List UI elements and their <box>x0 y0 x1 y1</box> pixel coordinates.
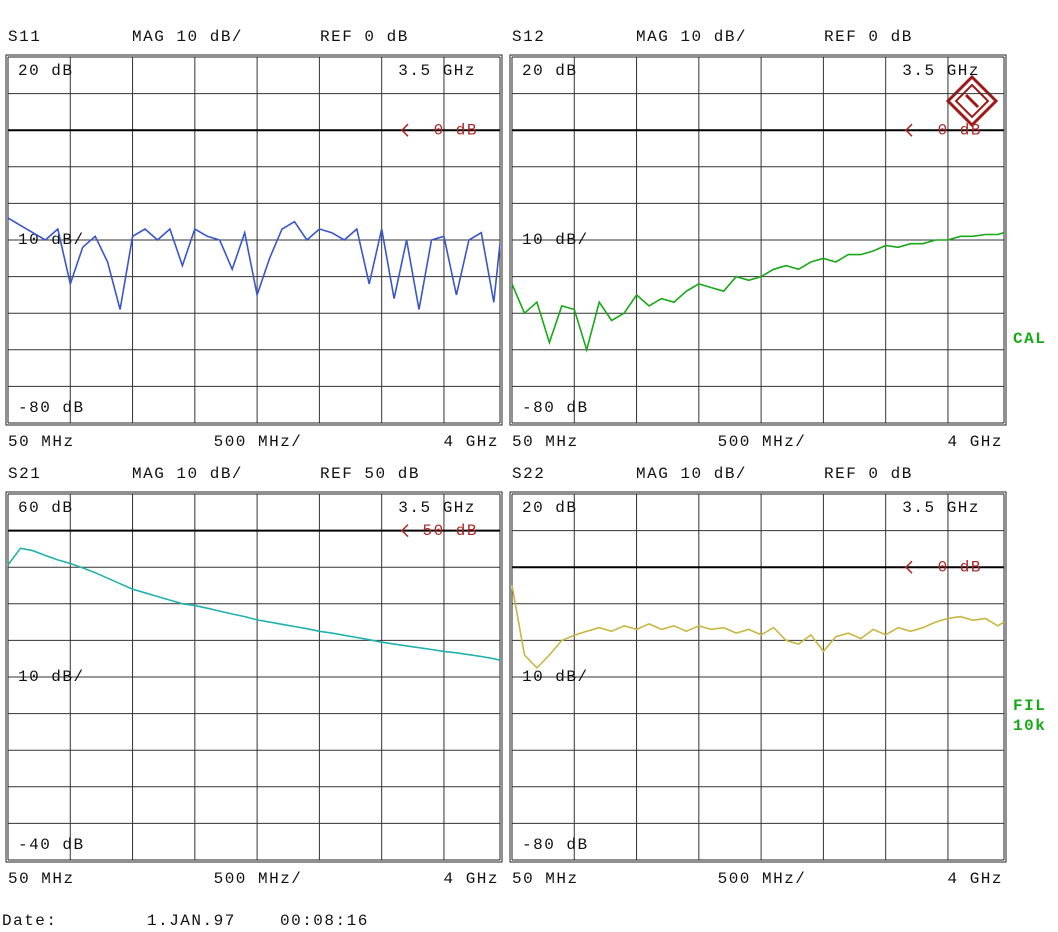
x-tick-label: 4 GHz <box>443 433 499 451</box>
rs-logo <box>945 74 999 128</box>
y-tick-label: -40 dB <box>18 836 85 854</box>
x-division-label: 500 MHz/ <box>718 870 807 888</box>
ref-label: REF 0 dB <box>824 28 913 46</box>
date-label: Date: <box>2 912 58 930</box>
y-tick-label: -80 dB <box>18 399 85 417</box>
scale-label: 10 dB/ <box>18 668 85 686</box>
scale-label: 10 dB/ <box>522 668 589 686</box>
x-tick-label: 4 GHz <box>947 870 1003 888</box>
trace <box>511 231 1005 353</box>
x-tick-label: 50 MHz <box>8 433 75 451</box>
x-tick-label: 50 MHz <box>512 870 579 888</box>
date: 1.JAN.97 <box>147 912 236 930</box>
trace-name: S11 <box>8 28 41 46</box>
ref-marker: 0 dB <box>938 121 982 139</box>
side-label: CAL <box>1013 330 1046 348</box>
x-tick-label: 50 MHz <box>512 433 579 451</box>
trace <box>7 547 501 661</box>
marker-label: 3.5 GHz <box>902 499 980 517</box>
ref-arrow <box>400 123 409 137</box>
ref-label: REF 0 dB <box>824 465 913 483</box>
format-label: MAG 10 dB/ <box>132 465 243 483</box>
trace <box>7 217 501 310</box>
ref-marker: 0 dB <box>938 558 982 576</box>
scale-label: 10 dB/ <box>522 231 589 249</box>
panel: S22 MAG 10 dB/REF 0 dB 0 dB 20 dB -80 dB 50 M… <box>509 465 1007 888</box>
ref-label: REF 0 dB <box>320 28 409 46</box>
x-tick-label: 50 MHz <box>8 870 75 888</box>
y-tick-label: 60 dB <box>18 499 74 517</box>
trace <box>511 585 1005 670</box>
marker-label: 3.5 GHz <box>902 62 980 80</box>
side-label: 10k <box>1013 717 1046 735</box>
x-division-label: 500 MHz/ <box>718 433 807 451</box>
ref-arrow <box>904 560 913 574</box>
marker-label: 3.5 GHz <box>398 499 476 517</box>
y-tick-label: -80 dB <box>522 399 589 417</box>
panel: S12 MAG 10 dB/REF 0 dB 0 dB 20 dB -80 dB 50 M… <box>509 28 1007 451</box>
scale-label: 10 dB/ <box>18 231 85 249</box>
panel-frame <box>5 491 503 863</box>
ref-arrow <box>400 524 409 538</box>
trace-name: S22 <box>512 465 545 483</box>
x-division-label: 500 MHz/ <box>214 870 303 888</box>
x-tick-label: 4 GHz <box>443 870 499 888</box>
trace-name: S12 <box>512 28 545 46</box>
y-tick-label: -80 dB <box>522 836 589 854</box>
x-tick-label: 4 GHz <box>947 433 1003 451</box>
time: 00:08:16 <box>280 912 369 930</box>
ref-label: REF 50 dB <box>320 465 420 483</box>
panel-frame <box>509 54 1007 426</box>
panel: S11 MAG 10 dB/REF 0 dB 0 dB 20 dB -80 dB 50 M… <box>5 28 503 451</box>
ref-arrow <box>904 123 913 137</box>
format-label: MAG 10 dB/ <box>636 465 747 483</box>
format-label: MAG 10 dB/ <box>132 28 243 46</box>
y-tick-label: 20 dB <box>522 499 578 517</box>
panel: S21 MAG 10 dB/REF 50 dB 50 dB 60 dB -40 dB 50… <box>5 465 503 888</box>
y-tick-label: 20 dB <box>18 62 74 80</box>
panel-frame <box>5 54 503 426</box>
y-tick-label: 20 dB <box>522 62 578 80</box>
ref-marker: 50 dB <box>422 522 478 540</box>
x-division-label: 500 MHz/ <box>214 433 303 451</box>
side-label: FIL <box>1013 697 1046 715</box>
format-label: MAG 10 dB/ <box>636 28 747 46</box>
marker-label: 3.5 GHz <box>398 62 476 80</box>
trace-name: S21 <box>8 465 41 483</box>
ref-marker: 0 dB <box>434 121 478 139</box>
panel-frame <box>509 491 1007 863</box>
